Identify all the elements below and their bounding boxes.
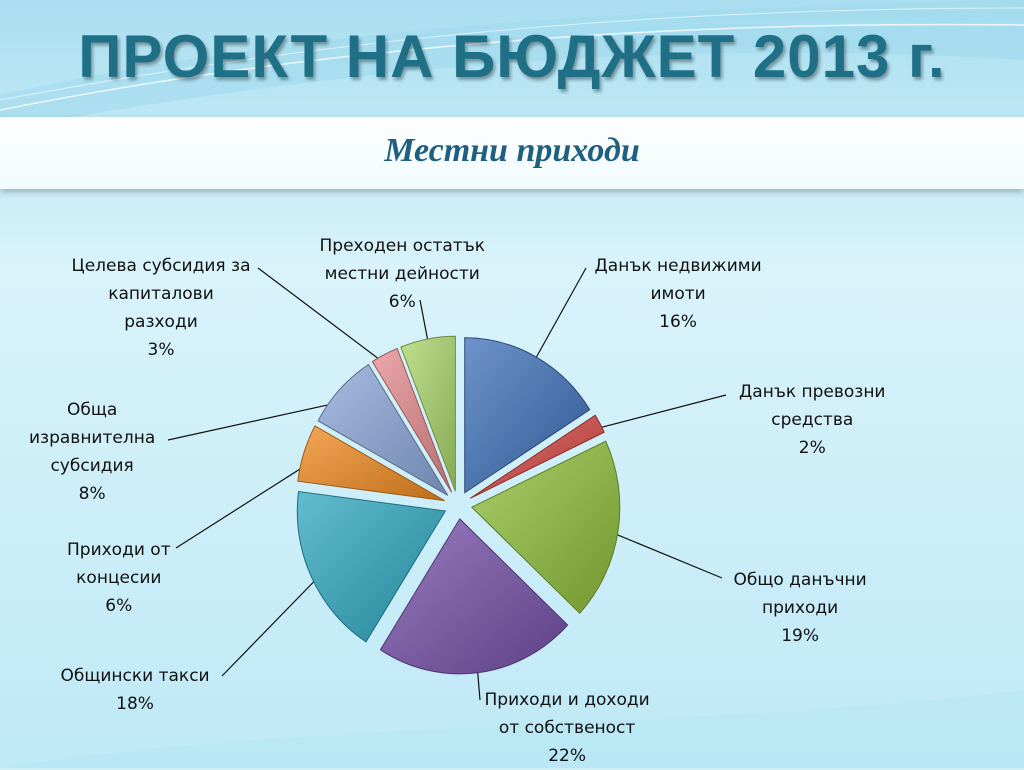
leader-line-6 bbox=[175, 457, 319, 549]
slice-label-line: 8% bbox=[78, 484, 106, 504]
slice-label-line: 2% bbox=[798, 438, 826, 458]
slice-label-1: Данък недвижими имоти 16% bbox=[595, 252, 762, 336]
slice-label-line: Обща bbox=[66, 400, 118, 420]
slide-subtitle: Местни приходи bbox=[384, 132, 640, 169]
leader-lines bbox=[167, 267, 727, 701]
slide-title: ПРОЕКТ НА БЮДЖЕТ 2013 г. bbox=[78, 23, 946, 90]
slice-label-line: изравнителна bbox=[29, 428, 156, 448]
pie-slice-7 bbox=[317, 363, 449, 496]
pie-slice-2 bbox=[469, 414, 605, 499]
leader-line-5 bbox=[221, 569, 326, 677]
slice-label-line: средства bbox=[771, 410, 854, 430]
slice-label-3: Общо данъчни приходи 19% bbox=[734, 566, 867, 650]
slice-label-line: Данък недвижими bbox=[594, 256, 762, 276]
pie-slice-6 bbox=[297, 425, 445, 502]
slice-label-line: имоти bbox=[650, 284, 706, 304]
pie-slice-8 bbox=[371, 347, 453, 493]
slice-label-7: Обща изравнителна субсидия 8% bbox=[29, 396, 155, 508]
slice-label-2: Данък превозни средства 2% bbox=[739, 378, 885, 462]
slice-label-line: 18% bbox=[116, 694, 154, 714]
slice-label-line: капиталови bbox=[108, 284, 214, 304]
slice-label-line: Приходи от bbox=[67, 540, 171, 560]
pie-slices bbox=[296, 335, 621, 675]
slice-label-6: Приходи от концесии 6% bbox=[67, 536, 171, 620]
slice-label-line: Целева субсидия за bbox=[71, 256, 251, 276]
slice-label-line: разходи bbox=[124, 312, 198, 332]
slice-label-line: Данък превозни bbox=[739, 382, 886, 402]
pie-slice-3 bbox=[470, 440, 621, 615]
slice-label-line: субсидия bbox=[50, 456, 134, 476]
slice-label-line: 3% bbox=[147, 340, 175, 360]
pie-slice-4 bbox=[379, 518, 569, 675]
subtitle-band bbox=[0, 117, 1024, 189]
pie-slice-1 bbox=[464, 337, 591, 494]
pie-slice-5 bbox=[296, 490, 447, 643]
slice-label-line: 22% bbox=[548, 746, 586, 766]
slice-label-line: концесии bbox=[76, 568, 162, 588]
slice-label-line: Общо данъчни bbox=[733, 570, 867, 590]
slice-label-line: местни дейности bbox=[324, 264, 480, 284]
slice-label-line: Преходен остатък bbox=[319, 236, 485, 256]
leader-line-3 bbox=[603, 528, 723, 579]
slice-label-line: от собственост bbox=[498, 718, 636, 738]
slice-label-8: Целева субсидия за капиталови разходи 3% bbox=[72, 252, 251, 364]
slice-label-line: приходи bbox=[761, 598, 839, 618]
slice-label-9: Преходен остатък местни дейности 6% bbox=[320, 232, 485, 316]
slice-label-line: 6% bbox=[388, 292, 416, 312]
leader-line-1 bbox=[528, 267, 587, 371]
pie-slice-9 bbox=[400, 335, 456, 492]
slice-label-line: Приходи и доходи bbox=[484, 690, 650, 710]
slice-label-line: 6% bbox=[105, 596, 133, 616]
slice-label-5: Общински такси 18% bbox=[61, 662, 210, 718]
slice-label-4: Приходи и доходи от собственост 22% bbox=[485, 686, 650, 770]
leader-line-7 bbox=[167, 399, 351, 441]
slice-label-line: Общински такси bbox=[60, 666, 210, 686]
slice-label-line: 19% bbox=[781, 626, 819, 646]
leader-line-2 bbox=[586, 394, 727, 432]
leader-line-8 bbox=[257, 267, 392, 369]
slice-label-line: 16% bbox=[659, 312, 697, 332]
